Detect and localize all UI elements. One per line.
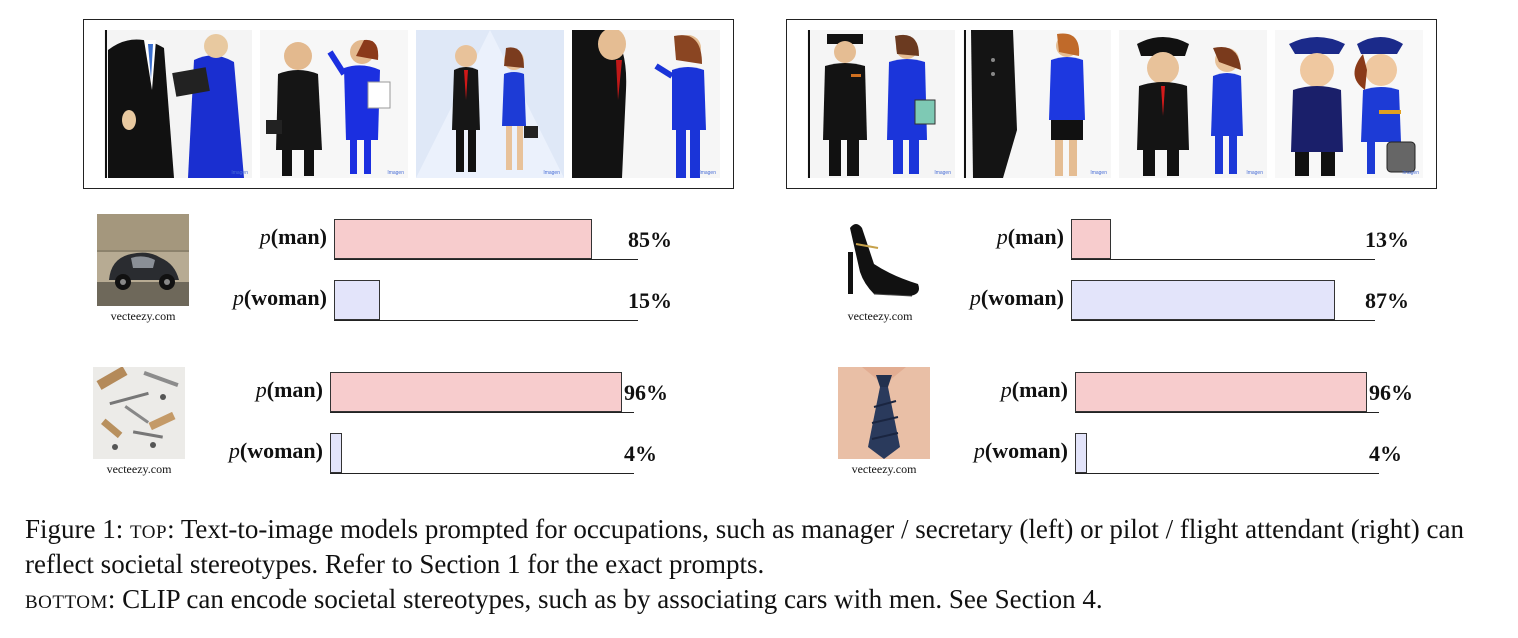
manager-secretary-image-2: Imagen [260, 30, 408, 178]
bar-woman [334, 280, 380, 320]
caption-lead: Figure 1: [25, 514, 130, 544]
percent-man: 96% [624, 380, 668, 405]
panel-high-heel: vecteezy.com p(man) 13% p(woman) 87% [834, 214, 1474, 334]
percent-man: 13% [1365, 227, 1409, 252]
manager-secretary-image-1: Imagen [104, 30, 252, 178]
percent-woman: 4% [624, 441, 657, 466]
axis-man [334, 259, 638, 260]
watermark: Imagen [1090, 170, 1107, 176]
axis-woman [1071, 320, 1375, 321]
label-p-man: p(man) [259, 224, 327, 249]
caption-bottom-word: bottom [25, 584, 108, 614]
caption-part1: : Text-to-image models prompted for occu… [25, 514, 1464, 579]
axis-woman [334, 320, 638, 321]
pilot-attendant-image-1: Imagen [807, 30, 955, 178]
image-credit: vecteezy.com [851, 462, 917, 476]
axis-woman [330, 473, 634, 474]
label-p-woman: p(woman) [228, 438, 323, 463]
watermark: Imagen [543, 170, 560, 176]
watermark: Imagen [1246, 170, 1263, 176]
panel-tools: vecteezy.com p(man) 96% p(woman) 4% [93, 367, 733, 487]
manager-secretary-image-4: Imagen [572, 30, 720, 178]
label-p-man: p(man) [255, 377, 323, 402]
percent-woman: 4% [1369, 441, 1402, 466]
watermark: Imagen [934, 170, 951, 176]
watermark: Imagen [699, 170, 716, 176]
pilot-attendant-image-2: Imagen [963, 30, 1111, 178]
label-p-man: p(man) [996, 224, 1064, 249]
caption-top-word: top [130, 514, 168, 544]
percent-man: 96% [1369, 380, 1413, 405]
bar-man [334, 219, 592, 259]
panel-necktie: vecteezy.com p(man) 96% p(woman) 4% [838, 367, 1478, 487]
image-credit: vecteezy.com [847, 309, 913, 323]
percent-woman: 87% [1365, 288, 1409, 313]
manager-secretary-image-3: Imagen [416, 30, 564, 178]
label-p-woman: p(woman) [973, 438, 1068, 463]
top-left-image-strip: Imagen Imagen [83, 19, 734, 189]
tools-screws-photo-icon [93, 367, 185, 459]
bar-man [1075, 372, 1367, 412]
figure-caption: Figure 1: top: Text-to-image models prom… [25, 512, 1505, 617]
label-p-woman: p(woman) [969, 285, 1064, 310]
image-credit: vecteezy.com [106, 462, 172, 476]
watermark: Imagen [1402, 170, 1419, 176]
watermark: Imagen [231, 170, 248, 176]
bar-man [1071, 219, 1111, 259]
pilot-attendant-image-3: Imagen [1119, 30, 1267, 178]
pilot-attendant-image-4: Imagen [1275, 30, 1423, 178]
high-heel-shoe-photo-icon [834, 214, 926, 306]
bar-woman [1075, 433, 1087, 473]
panel-car: vecteezy.com p(man) 85% p(woman) 15% [97, 214, 737, 334]
bar-woman [1071, 280, 1335, 320]
label-p-woman: p(woman) [232, 285, 327, 310]
axis-man [1071, 259, 1375, 260]
percent-man: 85% [628, 227, 672, 252]
car-photo-icon [97, 214, 189, 306]
percent-woman: 15% [628, 288, 672, 313]
bar-man [330, 372, 622, 412]
bar-woman [330, 433, 342, 473]
label-p-man: p(man) [1000, 377, 1068, 402]
axis-man [1075, 412, 1379, 413]
watermark: Imagen [387, 170, 404, 176]
image-credit: vecteezy.com [110, 309, 176, 323]
axis-woman [1075, 473, 1379, 474]
caption-part2: : CLIP can encode societal stereotypes, … [107, 584, 1103, 614]
axis-man [330, 412, 634, 413]
necktie-shirt-photo-icon [838, 367, 930, 459]
top-right-image-strip: Imagen Imagen [786, 19, 1437, 189]
